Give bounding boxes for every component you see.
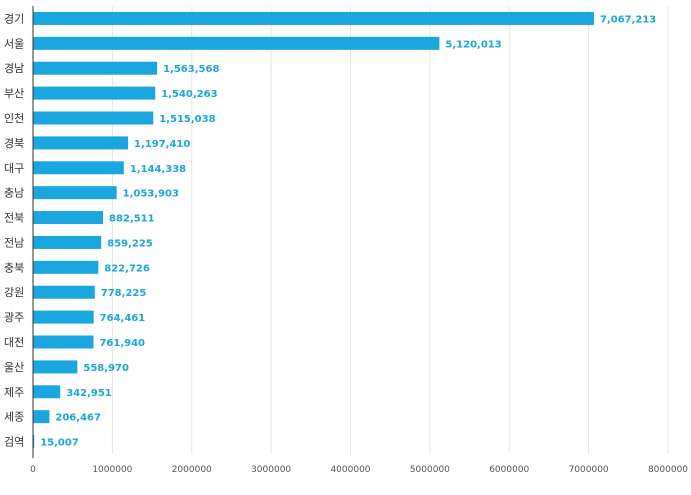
category-label: 검역 [4,436,24,449]
bar [33,260,99,274]
category-label: 충북 [4,261,24,274]
bar [33,86,156,100]
value-label: 15,007 [40,438,79,449]
value-label: 7,067,213 [600,14,656,25]
category-label: 부산 [4,87,24,100]
value-label: 882,511 [109,214,155,225]
bar [33,385,61,399]
bar [33,410,50,424]
x-tick-label: 7000000 [569,465,609,475]
bar [33,360,78,374]
x-tick-label: 0 [30,465,36,475]
bar [33,285,95,299]
value-label: 558,970 [83,363,129,374]
category-label: 광주 [4,311,24,324]
x-axis-tick-labels: 0 1000000 2000000 3000000 4000000 5000000 6000… [30,465,688,475]
value-label: 206,467 [55,413,101,424]
value-label: 1,563,568 [163,64,219,75]
bar [33,310,94,324]
category-label: 전북 [4,212,24,225]
bar [33,435,35,449]
bar [33,335,94,349]
bar [33,11,594,25]
bar [33,235,102,249]
grid-lines [32,6,669,454]
bar [33,186,117,200]
bars [33,11,594,449]
value-label: 1,144,338 [130,164,186,175]
bar [33,36,440,50]
x-tick-label: 6000000 [489,465,529,475]
bar [33,136,129,150]
x-tick-label: 4000000 [330,465,370,475]
x-tick-label: 8000000 [648,465,688,475]
category-label: 충남 [4,187,24,200]
value-label: 764,461 [100,313,146,324]
category-label: 대전 [4,336,24,349]
bar [33,111,154,125]
x-tick-label: 3000000 [251,465,291,475]
category-label: 인천 [4,111,24,125]
category-label: 강원 [4,286,24,299]
category-label: 세종 [4,411,24,424]
category-label: 경남 [4,62,24,75]
value-label: 5,120,013 [445,39,501,50]
x-tick-label: 5000000 [410,465,450,475]
value-label: 1,540,263 [161,89,217,100]
category-label: 전남 [4,236,24,249]
category-label: 경북 [4,137,24,150]
value-label: 1,197,410 [134,139,190,150]
value-label: 778,225 [101,288,147,299]
bar [33,61,158,75]
value-labels: 7,067,213 5,120,013 1,563,568 1,540,263 1,51… [40,14,656,448]
value-label: 822,726 [104,263,150,274]
x-tick-label: 1000000 [92,465,132,475]
value-label: 342,951 [66,388,112,399]
category-label: 제주 [4,386,24,399]
bar [33,211,104,225]
value-label: 859,225 [107,238,153,249]
category-label: 울산 [4,361,24,374]
bar [33,161,124,175]
value-label: 761,940 [99,338,145,349]
value-label: 1,053,903 [123,189,179,200]
category-label: 경기 [4,12,24,25]
category-label: 대구 [4,162,24,175]
category-label: 서울 [4,37,24,50]
value-label: 1,515,038 [159,114,215,125]
x-tick-label: 2000000 [172,465,212,475]
